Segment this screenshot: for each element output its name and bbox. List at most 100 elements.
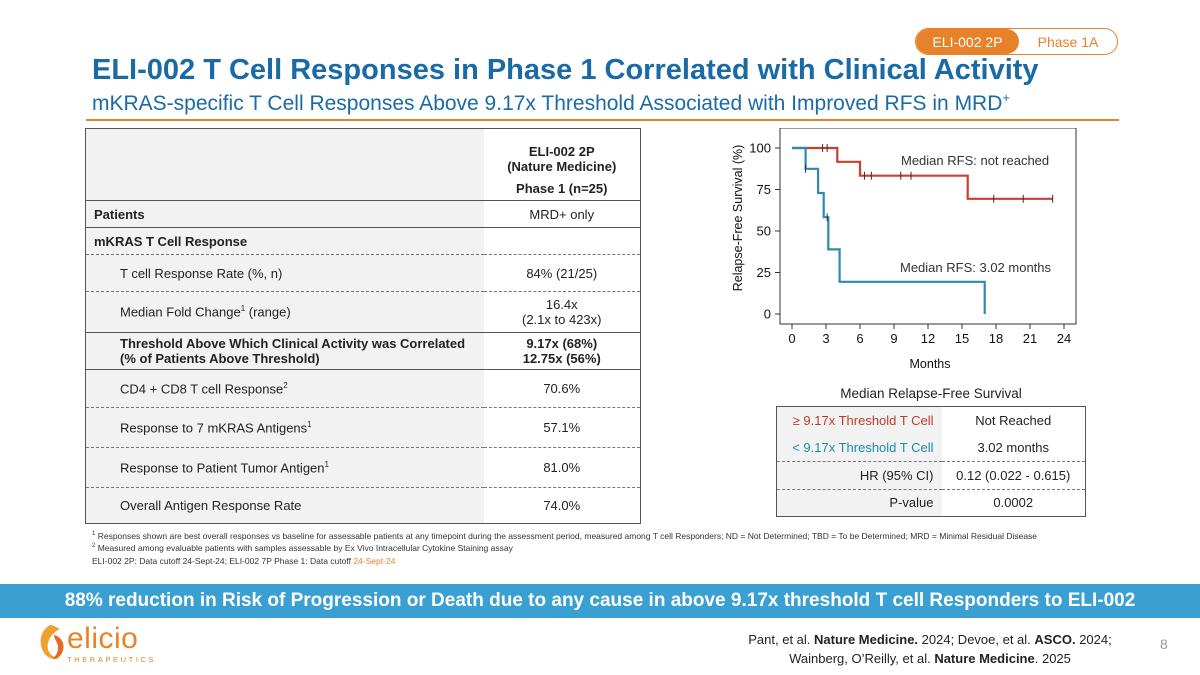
footnote-2-sup: 2: [92, 543, 96, 550]
table-row: Response to 7 mKRAS Antigens1 57.1%: [85, 407, 641, 448]
study-tags: ELI-002 2P Phase 1A: [915, 28, 1118, 55]
threshold-value-1: 9.17x (68%): [526, 336, 598, 351]
annotation-not-reached: Median RFS: not reached: [901, 153, 1049, 168]
y-tick-label: 75: [757, 182, 771, 197]
threshold-label-line2: (% of Patients Above Threshold): [120, 351, 320, 366]
x-tick-label: 18: [989, 331, 1003, 346]
page-number: 8: [1160, 636, 1168, 652]
median-rfs-table: ≥ 9.17x Threshold T Cell Not Reached < 9…: [776, 406, 1086, 517]
kaplan-meier-chart: 0 3 6 9 12 15 18 21 24 0 25 50 75 100 Relapse-Free Su…: [731, 128, 1077, 371]
x-tick-label: 24: [1057, 331, 1071, 346]
chart-axes: 0 3 6 9 12 15 18 21 24 0 25 50 75 100: [749, 141, 1071, 347]
table-header-study: ELI-002 2P (Nature Medicine): [483, 128, 641, 177]
chart-series: [792, 144, 1054, 314]
threshold-label-line1: Threshold Above Which Clinical Activity …: [120, 336, 466, 351]
row-value-7-antigens: 57.1%: [483, 407, 641, 448]
table-header-phase: Phase 1 (n=25): [483, 176, 641, 201]
fold-change-sup: 1: [240, 304, 246, 314]
row-label-cd4-cd8: CD4 + CD8 T cell Response2: [85, 369, 484, 408]
table-row: P-value 0.0002: [776, 488, 1086, 517]
rfs-value-hr: 0.12 (0.022 - 0.615): [941, 461, 1086, 489]
citation-part: Pant, et al.: [748, 632, 815, 647]
y-tick-label: 25: [757, 265, 771, 280]
footnote-3-date: 24-Sept-24: [353, 556, 396, 566]
row-label-overall-response: Overall Antigen Response Rate: [85, 487, 484, 524]
key-finding-banner: 88% reduction in Risk of Progression or …: [0, 584, 1200, 618]
citation: Pant, et al. Nature Medicine. 2024; Devo…: [720, 630, 1140, 668]
antigens-label: Response to 7 mKRAS Antigens: [120, 420, 308, 436]
y-tick-label: 100: [749, 141, 771, 156]
row-value-patients: MRD+ only: [483, 200, 641, 228]
table-row: < 9.17x Threshold T Cell 3.02 months: [776, 434, 1086, 462]
table-row: mKRAS T Cell Response: [85, 227, 641, 255]
subtitle-sup: +: [1002, 90, 1010, 105]
antigens-sup: 1: [307, 419, 312, 429]
elicio-logo-icon: [40, 625, 64, 660]
table-row: Patients MRD+ only: [85, 200, 641, 228]
citation-part: Wainberg, O’Reilly, et al.: [789, 651, 935, 666]
citation-journal: ASCO.: [1034, 632, 1076, 647]
fold-change-range: (2.1x to 423x): [522, 312, 602, 327]
threshold-value-2: 12.75x (56%): [522, 351, 601, 366]
footnote-1-text: Responses shown are best overall respons…: [95, 531, 1038, 541]
fold-change-label: Median Fold Change: [120, 304, 241, 320]
row-label-fold-change: Median Fold Change1 (range): [85, 291, 484, 333]
rfs-value-below: 3.02 months: [977, 440, 1050, 455]
citation-journal: Nature Medicine.: [814, 632, 919, 647]
row-value-cd4-cd8: 70.6%: [483, 369, 641, 408]
rfs-label-pvalue: P-value: [776, 488, 942, 517]
row-label-response-rate: T cell Response Rate (%, n): [85, 254, 484, 292]
y-axis-label: Relapse-Free Survival (%): [731, 145, 745, 292]
citation-part: . 2025: [1034, 651, 1071, 666]
x-tick-label: 15: [955, 331, 969, 346]
row-value-tumor-antigen: 81.0%: [483, 447, 641, 488]
cd4-cd8-label: CD4 + CD8 T cell Response: [120, 381, 284, 397]
row-value-threshold: 9.17x (68%) 12.75x (56%): [483, 332, 641, 370]
logo-wordmark: elicio: [67, 622, 139, 655]
tag-eli-002-2p[interactable]: ELI-002 2P: [916, 29, 1019, 54]
footnote-2: 2 Measured among evaluable patients with…: [92, 543, 513, 553]
km-curve-below-threshold: [792, 146, 986, 314]
tag-phase-1a[interactable]: Phase 1A: [1037, 33, 1099, 50]
x-tick-label: 9: [890, 331, 897, 346]
citation-journal: Nature Medicine: [934, 651, 1035, 666]
row-label-patients: Patients: [85, 200, 484, 228]
slide-title: ELI-002 T Cell Responses in Phase 1 Corr…: [92, 54, 1039, 86]
citation-part: 2024;: [1075, 632, 1112, 647]
rfs-value-above: Not Reached: [975, 413, 1052, 428]
x-tick-label: 0: [788, 331, 795, 346]
x-tick-label: 3: [822, 331, 829, 346]
t-cell-response-table: ELI-002 2P (Nature Medicine) Phase 1 (n=…: [85, 128, 641, 524]
footnote-2-text: Measured among evaluable patients with s…: [95, 543, 513, 553]
x-axis-label: Months: [910, 357, 951, 371]
tumor-antigen-label: Response to Patient Tumor Antigen: [120, 460, 325, 476]
title-divider: [86, 119, 1119, 121]
tumor-antigen-sup: 1: [324, 459, 329, 469]
table-row: CD4 + CD8 T cell Response2 70.6%: [85, 369, 641, 408]
row-label-threshold: Threshold Above Which Clinical Activity …: [85, 332, 484, 370]
footnote-1: 1 Responses shown are best overall respo…: [92, 531, 1037, 541]
rfs-label-below: < 9.17x Threshold T Cell: [776, 434, 942, 462]
fold-change-label-tail: (range): [245, 304, 291, 320]
table-row: Overall Antigen Response Rate 74.0%: [85, 487, 641, 524]
row-value-response-rate: 84% (21/25): [483, 254, 641, 292]
x-tick-label: 12: [921, 331, 935, 346]
table-row: T cell Response Rate (%, n) 84% (21/25): [85, 254, 641, 292]
fold-change-value: 16.4x: [545, 297, 578, 312]
table-row: Threshold Above Which Clinical Activity …: [85, 332, 641, 370]
table-row: Response to Patient Tumor Antigen1 81.0%: [85, 447, 641, 488]
row-value-mkras-section: [483, 227, 641, 255]
table-header-line1: ELI-002 2P: [528, 143, 595, 159]
citation-line-2: Wainberg, O’Reilly, et al. Nature Medici…: [720, 649, 1140, 668]
footnote-3-text: ELI-002 2P: Data cutoff 24-Sept-24; ELI-…: [92, 556, 354, 566]
citation-line-1: Pant, et al. Nature Medicine. 2024; Devo…: [720, 630, 1140, 649]
table-header-line2: (Nature Medicine): [507, 158, 617, 174]
footnote-3: ELI-002 2P: Data cutoff 24-Sept-24; ELI-…: [92, 556, 395, 566]
row-label-tumor-antigen: Response to Patient Tumor Antigen1: [85, 447, 484, 488]
x-tick-label: 6: [856, 331, 863, 346]
table-row: HR (95% CI) 0.12 (0.022 - 0.615): [776, 461, 1086, 489]
row-label-7-antigens: Response to 7 mKRAS Antigens1: [85, 407, 484, 448]
row-label-mkras-section: mKRAS T Cell Response: [85, 227, 484, 255]
slide-subtitle: mKRAS-specific T Cell Responses Above 9.…: [92, 90, 1010, 116]
table-row: ≥ 9.17x Threshold T Cell Not Reached: [776, 406, 1086, 434]
